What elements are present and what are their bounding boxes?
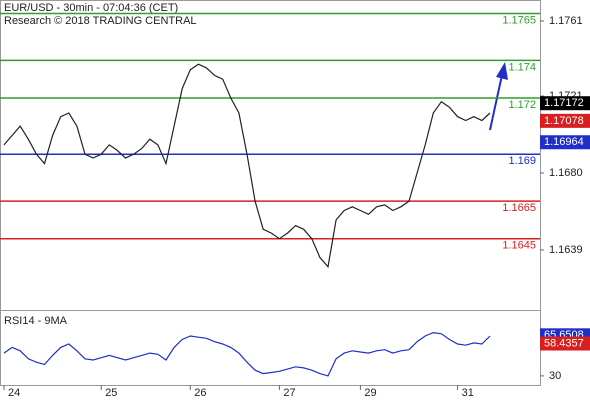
x-tick-label: 25 xyxy=(105,387,117,399)
value-tag-label: 1.17172 xyxy=(544,97,584,109)
price-line xyxy=(3,63,491,269)
y-tick-label: 1.1639 xyxy=(549,244,583,256)
x-tick-label: 31 xyxy=(462,387,474,399)
value-tag-label: 1.16964 xyxy=(544,136,584,148)
level-label: 1.1765 xyxy=(502,14,536,26)
y-tick-label: 1.1761 xyxy=(549,15,583,27)
level-label: 1.1645 xyxy=(502,240,536,252)
projection-arrow xyxy=(489,74,503,131)
level-label: 1.169 xyxy=(508,155,536,167)
chart-subtitle: Research © 2018 TRADING CENTRAL xyxy=(4,15,197,27)
y-tick-label: 1.1680 xyxy=(549,167,583,179)
price-line xyxy=(3,331,491,377)
value-tag xyxy=(540,336,590,351)
plot-frame xyxy=(0,0,541,386)
projection-arrowhead xyxy=(496,62,508,80)
rsi-title: RSI14 - 9MA xyxy=(4,315,68,327)
value-tag xyxy=(540,113,590,128)
level-label: 1.1665 xyxy=(502,202,536,214)
y-tick-label: 30 xyxy=(549,370,561,382)
value-tag xyxy=(540,135,590,150)
level-label: 1.174 xyxy=(508,61,536,73)
x-tick-label: 27 xyxy=(283,387,295,399)
x-tick-label: 26 xyxy=(194,387,206,399)
x-tick-label: 24 xyxy=(8,387,20,399)
x-tick-label: 29 xyxy=(364,387,376,399)
value-tag xyxy=(540,96,590,111)
chart-title: EUR/USD - 30min - 07:04:36 (CET) xyxy=(4,2,178,14)
level-label: 1.172 xyxy=(508,99,536,111)
value-tag-label: 58.4357 xyxy=(544,337,584,349)
value-tag-label: 1.17078 xyxy=(544,115,584,127)
